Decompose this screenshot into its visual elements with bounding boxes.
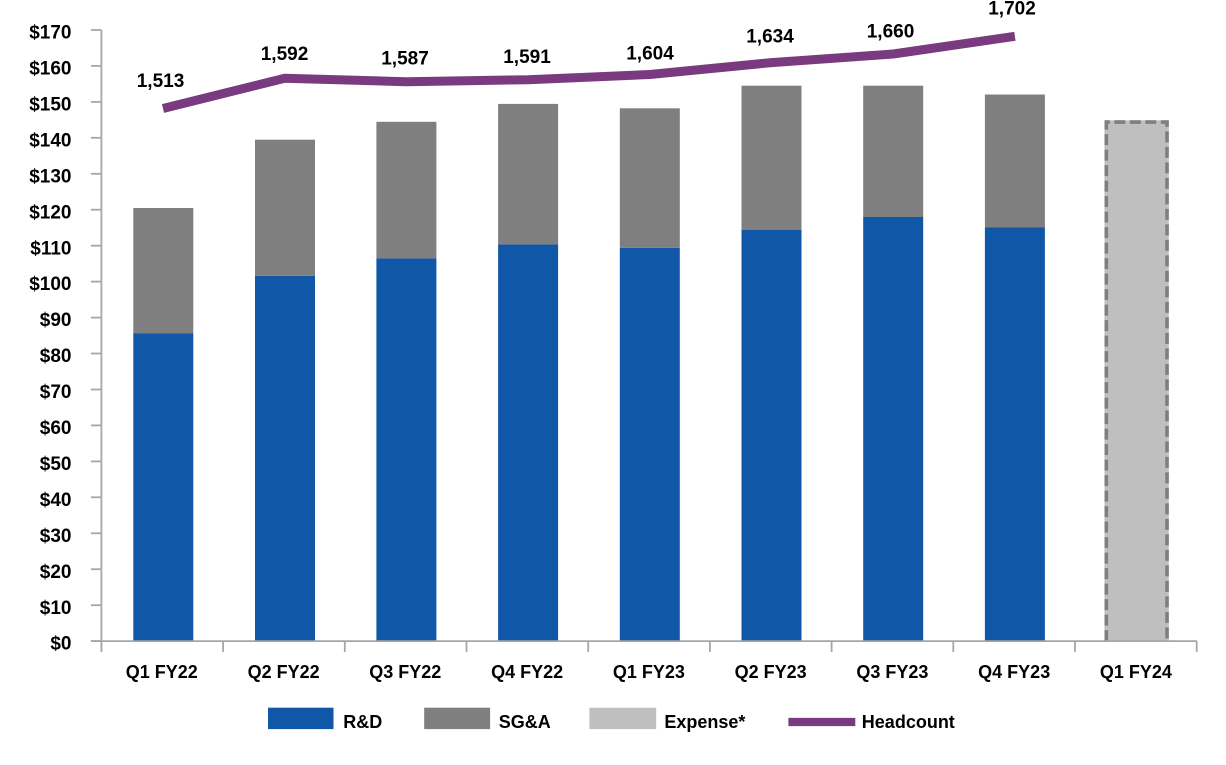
svg-text:$100: $100 <box>29 274 71 295</box>
svg-text:$20: $20 <box>40 562 72 583</box>
svg-text:1,660: 1,660 <box>867 22 915 43</box>
svg-text:Q1 FY23: Q1 FY23 <box>613 662 685 682</box>
svg-text:$50: $50 <box>40 454 72 475</box>
svg-text:Q4 FY22: Q4 FY22 <box>491 662 563 682</box>
svg-text:$170: $170 <box>29 23 71 44</box>
svg-text:1,513: 1,513 <box>137 71 185 92</box>
svg-text:1,587: 1,587 <box>381 49 429 70</box>
svg-text:$0: $0 <box>50 634 71 655</box>
svg-text:Q4 FY23: Q4 FY23 <box>978 662 1050 682</box>
svg-text:R&D: R&D <box>343 712 382 732</box>
svg-text:$110: $110 <box>30 238 71 259</box>
svg-text:$10: $10 <box>40 598 72 619</box>
svg-text:$120: $120 <box>29 202 71 223</box>
svg-text:SG&A: SG&A <box>499 712 551 732</box>
svg-text:Q1 FY24: Q1 FY24 <box>1100 662 1172 682</box>
svg-text:1,634: 1,634 <box>746 27 794 48</box>
svg-text:Headcount: Headcount <box>862 712 955 732</box>
svg-text:$30: $30 <box>40 526 72 547</box>
svg-text:$80: $80 <box>40 346 72 367</box>
svg-text:$40: $40 <box>40 490 72 511</box>
svg-text:$60: $60 <box>40 418 72 439</box>
svg-text:$130: $130 <box>29 166 71 187</box>
svg-text:Q2 FY22: Q2 FY22 <box>248 662 320 682</box>
svg-text:1,591: 1,591 <box>503 47 551 68</box>
svg-text:Q1 FY22: Q1 FY22 <box>126 662 198 682</box>
svg-text:1,592: 1,592 <box>261 44 309 65</box>
svg-text:Q3 FY22: Q3 FY22 <box>369 662 441 682</box>
svg-text:$150: $150 <box>29 95 71 116</box>
svg-text:Q3 FY23: Q3 FY23 <box>856 662 928 682</box>
svg-text:$90: $90 <box>40 310 72 331</box>
svg-text:Expense*: Expense* <box>664 712 745 732</box>
svg-text:$70: $70 <box>40 382 72 403</box>
svg-text:$140: $140 <box>29 130 71 151</box>
svg-text:$160: $160 <box>29 59 71 80</box>
svg-text:1,604: 1,604 <box>626 44 674 65</box>
svg-text:1,702: 1,702 <box>988 0 1036 20</box>
svg-text:Q2 FY23: Q2 FY23 <box>735 662 807 682</box>
